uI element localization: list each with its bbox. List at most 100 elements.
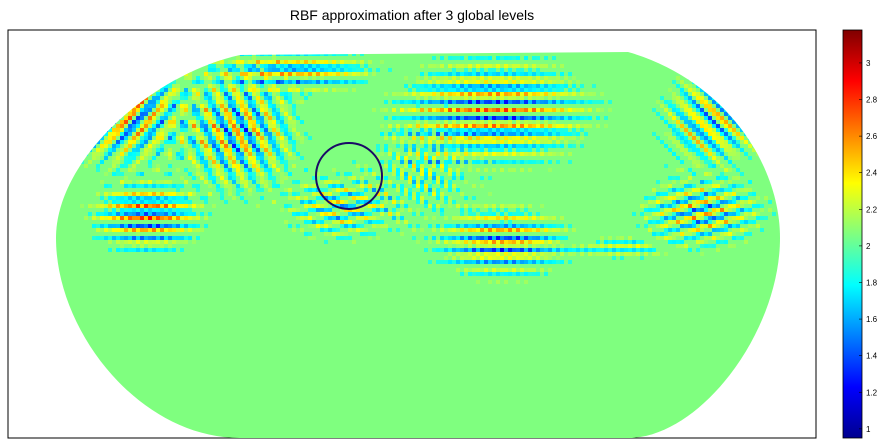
heatmap-cell (588, 248, 592, 252)
heatmap-cell (120, 196, 124, 200)
heatmap-cell (328, 80, 332, 84)
heatmap-cell (148, 184, 152, 188)
heatmap-cell (144, 124, 148, 128)
heatmap-cell (568, 260, 572, 264)
heatmap-cell (488, 92, 492, 96)
heatmap-cell (400, 136, 404, 140)
heatmap-cell (692, 200, 696, 204)
heatmap-cell (460, 64, 464, 68)
heatmap-cell (324, 240, 328, 244)
heatmap-cell (272, 92, 276, 96)
heatmap-cell (256, 112, 260, 116)
heatmap-cell (436, 72, 440, 76)
heatmap-cell (540, 80, 544, 84)
heatmap-cell (452, 64, 456, 68)
heatmap-cell (248, 64, 252, 68)
heatmap-cell (656, 100, 660, 104)
heatmap-cell (180, 140, 184, 144)
heatmap-cell (576, 140, 580, 144)
heatmap-cell (516, 124, 520, 128)
heatmap-cell (536, 116, 540, 120)
heatmap-cell (536, 96, 540, 100)
heatmap-cell (460, 172, 464, 176)
heatmap-cell (668, 204, 672, 208)
heatmap-cell (284, 164, 288, 168)
heatmap-cell (148, 132, 152, 136)
heatmap-cell (716, 228, 720, 232)
heatmap-cell (148, 108, 152, 112)
heatmap-cell (440, 180, 444, 184)
heatmap-cell (416, 208, 420, 212)
heatmap-cell (292, 128, 296, 132)
heatmap-cell (652, 252, 656, 256)
heatmap-cell (520, 236, 524, 240)
heatmap-cell (192, 204, 196, 208)
heatmap-cell (448, 72, 452, 76)
heatmap-cell (400, 92, 404, 96)
heatmap-cell (624, 252, 628, 256)
heatmap-cell (340, 236, 344, 240)
heatmap-cell (568, 132, 572, 136)
heatmap-cell (224, 64, 228, 68)
heatmap-cell (608, 252, 612, 256)
heatmap-cell (200, 144, 204, 148)
heatmap-cell (544, 248, 548, 252)
heatmap-cell (452, 136, 456, 140)
heatmap-cell (532, 108, 536, 112)
heatmap-cell (220, 124, 224, 128)
heatmap-cell (376, 156, 380, 160)
heatmap-cell (488, 136, 492, 140)
heatmap-cell (256, 132, 260, 136)
heatmap-cell (524, 128, 528, 132)
heatmap-cell (388, 228, 392, 232)
heatmap-cell (572, 108, 576, 112)
heatmap-cell (676, 188, 680, 192)
heatmap-cell (532, 268, 536, 272)
heatmap-cell (440, 176, 444, 180)
heatmap-cell (488, 80, 492, 84)
heatmap-cell (468, 84, 472, 88)
heatmap-cell (708, 164, 712, 168)
heatmap-cell (188, 212, 192, 216)
heatmap-cell (496, 160, 500, 164)
heatmap-cell (568, 144, 572, 148)
heatmap-cell (568, 124, 572, 128)
heatmap-cell (484, 108, 488, 112)
heatmap-cell (336, 68, 340, 72)
heatmap-cell (416, 152, 420, 156)
heatmap-cell (200, 104, 204, 108)
heatmap-cell (552, 124, 556, 128)
heatmap-cell (444, 200, 448, 204)
heatmap-cell (712, 156, 716, 160)
heatmap-cell (344, 72, 348, 76)
heatmap-cell (492, 124, 496, 128)
heatmap-cell (472, 156, 476, 160)
heatmap-cell (396, 144, 400, 148)
heatmap-cell (240, 168, 244, 172)
heatmap-cell (556, 84, 560, 88)
heatmap-cell (512, 256, 516, 260)
heatmap-cell (492, 256, 496, 260)
heatmap-cell (516, 152, 520, 156)
heatmap-cell (728, 224, 732, 228)
heatmap-cell (104, 144, 108, 148)
heatmap-cell (500, 100, 504, 104)
heatmap-cell (140, 240, 144, 244)
heatmap-cell (500, 116, 504, 120)
heatmap-cell (204, 92, 208, 96)
heatmap-cell (128, 240, 132, 244)
heatmap-cell (552, 128, 556, 132)
heatmap-cell (348, 172, 352, 176)
heatmap-cell (708, 224, 712, 228)
heatmap-cell (508, 220, 512, 224)
heatmap-cell (84, 216, 88, 220)
heatmap-cell (716, 196, 720, 200)
heatmap-cell (536, 244, 540, 248)
heatmap-cell (156, 132, 160, 136)
heatmap-cell (144, 180, 148, 184)
heatmap-cell (464, 252, 468, 256)
heatmap-cell (724, 240, 728, 244)
heatmap-cell (476, 204, 480, 208)
heatmap-cell (676, 244, 680, 248)
heatmap-cell (500, 220, 504, 224)
